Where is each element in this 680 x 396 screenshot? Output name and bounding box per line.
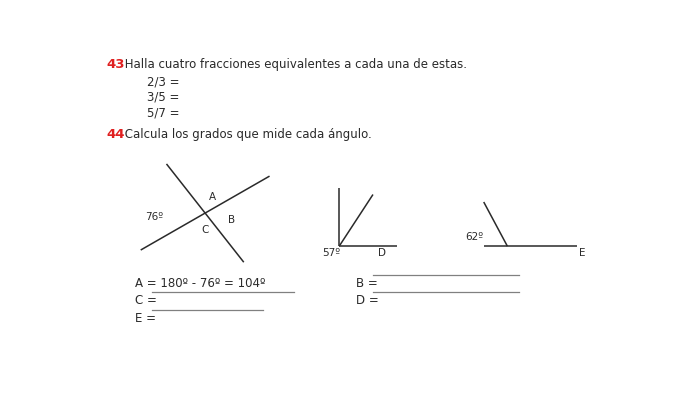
Text: 2/3 =: 2/3 = [147,75,180,88]
Text: 5/7 =: 5/7 = [147,106,180,119]
Text: A = 180º - 76º = 104º: A = 180º - 76º = 104º [135,277,266,290]
Text: E =: E = [135,312,160,325]
Text: A: A [209,192,216,202]
Text: D =: D = [356,294,383,307]
Text: 3/5 =: 3/5 = [147,91,180,104]
Text: E: E [579,249,586,259]
Text: 62º: 62º [464,232,483,242]
Text: B =: B = [356,277,381,290]
Text: C: C [201,225,209,234]
Text: C =: C = [135,294,161,307]
Text: D: D [378,249,386,259]
Text: B: B [228,215,235,225]
Text: 43: 43 [107,58,125,71]
Text: Halla cuatro fracciones equivalentes a cada una de estas.: Halla cuatro fracciones equivalentes a c… [122,58,467,71]
Text: 44: 44 [107,128,125,141]
Text: Calcula los grados que mide cada ángulo.: Calcula los grados que mide cada ángulo. [122,128,372,141]
Text: 57º: 57º [322,249,340,259]
Text: 76º: 76º [145,212,163,222]
